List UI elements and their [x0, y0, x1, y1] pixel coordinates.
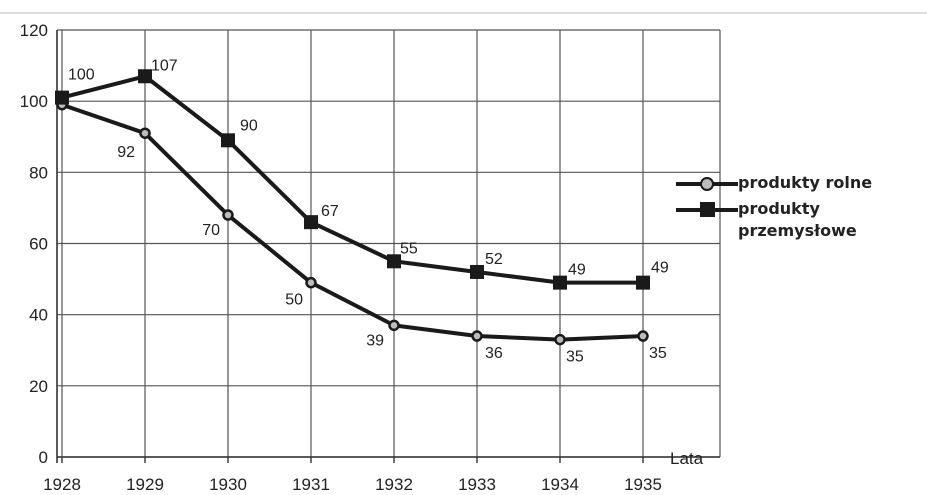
circle-marker: [305, 276, 317, 289]
data-label: 35: [566, 349, 584, 366]
legend-item-przemyslowe: produkty przemysłowe: [676, 198, 888, 242]
square-marker: [553, 275, 567, 290]
x-tick-label: 1928: [43, 475, 81, 494]
x-tick-label: 1931: [292, 475, 330, 494]
data-label: 49: [651, 260, 669, 277]
square-marker: [387, 254, 401, 269]
y-tick-label: 120: [20, 21, 48, 40]
y-tick-label: 40: [29, 306, 48, 325]
data-label: 36: [485, 345, 503, 362]
data-label: 39: [366, 332, 384, 349]
x-tick-label: 1930: [209, 475, 247, 494]
circle-marker: [637, 330, 649, 342]
legend: produkty rolne produkty przemysłowe: [676, 172, 888, 246]
legend-label-przemyslowe: produkty przemysłowe: [738, 199, 857, 240]
data-label: 67: [321, 203, 339, 220]
circle-marker: [139, 127, 151, 139]
data-label: 52: [485, 251, 503, 268]
data-label: 55: [400, 240, 418, 257]
x-tick-label: 1935: [624, 475, 662, 494]
data-label: 70: [202, 222, 220, 239]
y-tick-label: 80: [29, 163, 48, 182]
x-tick-label: 1932: [375, 475, 413, 494]
circle-marker: [554, 333, 566, 346]
square-marker: [304, 215, 318, 230]
circle-marker: [388, 319, 400, 332]
square-marker: [470, 264, 484, 279]
y-tick-label: 0: [39, 448, 48, 467]
data-label: 107: [151, 57, 178, 74]
square-marker: [138, 69, 152, 84]
legend-label-rolne: produkty rolne: [738, 173, 873, 192]
circle-marker-icon: [676, 172, 738, 194]
data-label: 49: [568, 262, 586, 279]
square-marker: [55, 90, 69, 105]
data-label: 90: [240, 117, 258, 134]
series-line-rolne: [61, 102, 644, 342]
series-group: 92 70 50 39 36 35 35 100 107 90 67 55 52 49 49: [55, 57, 669, 366]
circle-marker: [471, 330, 483, 342]
x-axis-ticks: 1928 1929 1930 1931 1932 1933 1934 1935: [43, 457, 662, 494]
data-label: 92: [117, 144, 135, 161]
x-axis-label: Lata: [670, 449, 704, 468]
y-tick-label: 60: [29, 235, 48, 254]
data-label: 50: [285, 292, 303, 309]
legend-item-rolne: produkty rolne: [676, 172, 888, 194]
x-tick-label: 1934: [541, 475, 579, 494]
circle-marker: [222, 209, 234, 221]
x-tick-label: 1933: [458, 475, 496, 494]
square-marker: [221, 133, 235, 148]
grid: [56, 29, 721, 463]
data-label: 35: [649, 345, 667, 362]
data-label: 100: [68, 67, 95, 84]
y-tick-label: 20: [29, 377, 48, 396]
y-axis-ticks: 0 20 40 60 80 100 120: [20, 21, 48, 467]
y-tick-label: 100: [20, 92, 48, 111]
x-tick-label: 1929: [126, 475, 164, 494]
square-marker: [636, 275, 650, 290]
series-line-przemyslowe: [61, 74, 643, 285]
square-marker-icon: [676, 198, 738, 220]
